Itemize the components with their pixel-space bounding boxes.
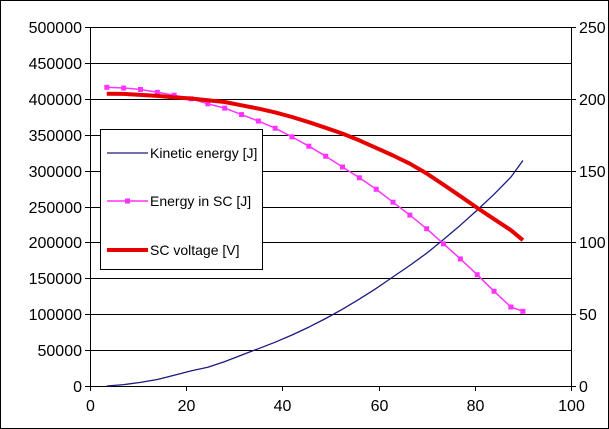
y2-tick-label: 100 [579, 235, 606, 252]
series-line-3 [106, 91, 525, 242]
series-2-point [205, 101, 211, 107]
x-tick-label: 40 [274, 398, 292, 415]
legend-marker-2 [125, 198, 130, 204]
series-2-point [171, 92, 177, 98]
y2-tick-label: 150 [579, 164, 606, 181]
x-tick-label: 100 [558, 398, 585, 415]
y-tick-label: 450000 [29, 56, 82, 73]
series-2-point [491, 288, 497, 294]
x-tick-label: 60 [371, 398, 389, 415]
series-2-point [154, 89, 160, 95]
series-2-point [138, 86, 144, 92]
series-2-point [121, 85, 127, 91]
series-2-point [222, 105, 228, 111]
plot-border [90, 27, 572, 387]
series-2-point [323, 153, 329, 159]
y-tick-label: 300000 [29, 164, 82, 181]
y2-tick-label: 200 [579, 92, 606, 109]
legend-label-1: Kinetic energy [J] [150, 145, 257, 161]
series-2-point [508, 304, 514, 310]
y-tick-label: 250000 [29, 200, 82, 217]
y2-tick-label: 0 [579, 379, 588, 396]
series-2-point [239, 112, 245, 118]
series-2-point [272, 125, 278, 131]
series-2-point [520, 308, 526, 314]
series-2-point [104, 84, 110, 90]
x-tick-label: 20 [178, 398, 196, 415]
series-2-point [390, 199, 396, 205]
series-line-1 [106, 160, 524, 387]
y-tick-label: 500000 [29, 20, 82, 37]
legend-label-2: Energy in SC [J] [150, 193, 251, 209]
series-2-point [441, 241, 447, 247]
series-2-point [457, 256, 463, 262]
series-2-point [356, 175, 362, 181]
y-tick-label: 100000 [29, 307, 82, 324]
y2-tick-label: 50 [579, 307, 597, 324]
x-tick-label: 80 [467, 398, 485, 415]
y-tick-label: 200000 [29, 235, 82, 252]
y-tick-label: 150000 [29, 271, 82, 288]
series-2-point [340, 164, 346, 170]
y-tick-label: 350000 [29, 128, 82, 145]
series-2-point [407, 212, 413, 218]
y2-tick-label: 250 [579, 20, 606, 37]
series-2-point [255, 118, 261, 124]
series-2-point [424, 226, 430, 232]
legend-label-3: SC voltage [V] [150, 242, 240, 258]
y-tick-label: 50000 [38, 343, 83, 360]
series-2-point [474, 272, 480, 278]
y-tick-label: 0 [73, 379, 82, 396]
series-2-point [306, 143, 312, 149]
x-tick-label: 0 [86, 398, 95, 415]
y-tick-label: 400000 [29, 92, 82, 109]
series-2-point [289, 134, 295, 140]
series-2-point [373, 186, 379, 192]
